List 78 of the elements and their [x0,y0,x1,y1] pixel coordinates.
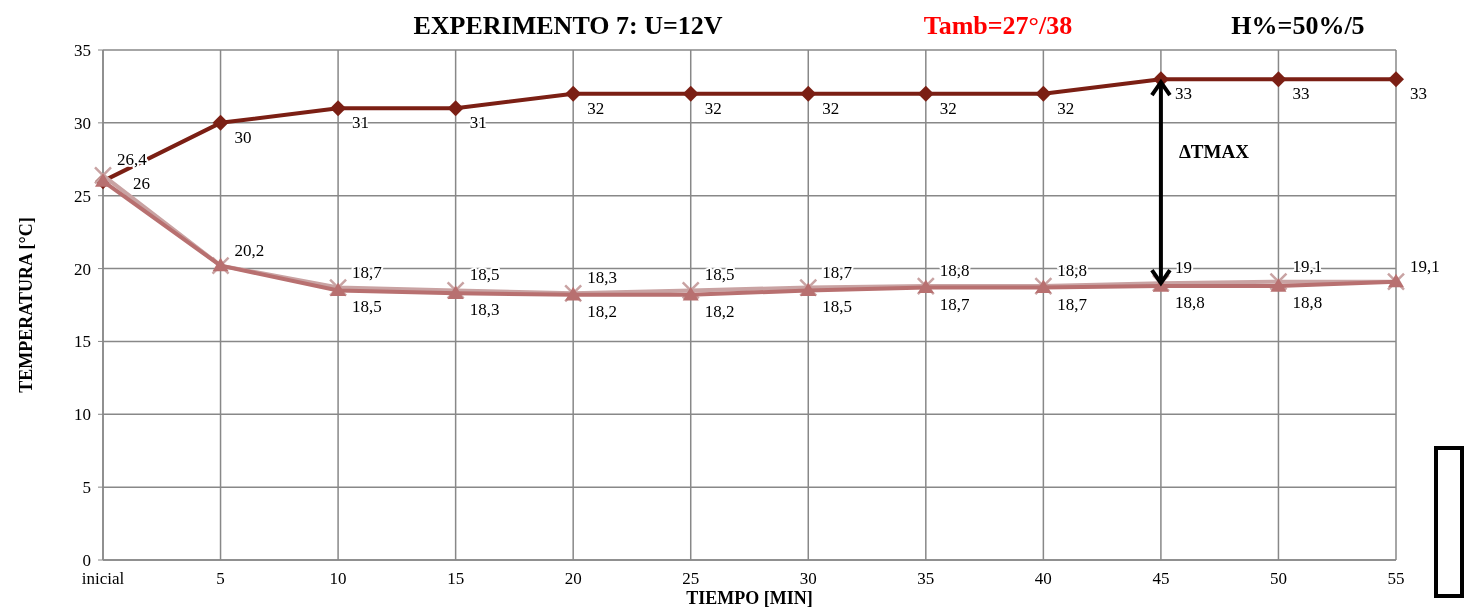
point [447,100,464,117]
data-label: 26,4 [117,150,148,170]
data-label: 18,7 [1057,294,1088,314]
x-tick-label: 45 [1152,569,1170,588]
point [1270,278,1287,292]
point [330,100,347,117]
data-label: 18,5 [704,265,735,285]
x-axis-title: TIEMPO [MIN] [686,588,813,608]
point [800,85,817,102]
point [330,282,347,297]
x-tick-label: 40 [1034,569,1052,588]
x-tick-label: 30 [799,569,817,588]
chart-subtitle: Tamb=27°/38 [923,11,1073,40]
text: H%=50%/5 [1231,11,1365,40]
annotation: ΔTMAX [1178,140,1250,162]
data-label: 32 [1057,98,1075,118]
data-label: 32 [939,98,957,118]
data-label: 18,5 [352,297,382,317]
y-tick-label: 20 [74,259,91,279]
point [1035,85,1052,102]
y-tick-label: 15 [74,332,91,352]
point [800,282,817,297]
point [93,166,113,185]
data-label: 19 [1174,258,1192,278]
data-label: 18,7 [822,262,853,282]
data-label: 32 [822,98,840,118]
y-tick-label: 5 [82,478,91,498]
data-label: 18,2 [704,301,735,321]
x-tick-label: 35 [917,569,935,588]
y-tick-label: 30 [74,113,91,133]
x-tick-label: inicial [81,569,125,588]
chart-title: EXPERIMENTO 7: U=12V [413,11,723,40]
point [682,85,699,102]
data-label: 18,8 [1174,293,1205,313]
data-label: 26 [133,174,150,194]
point [565,85,582,102]
x-tick-label: 15 [447,569,465,588]
data-label: 19,1 [1292,256,1323,276]
data-label: 33 [1410,84,1427,104]
point [682,286,699,301]
data-label: 18,8 [1057,261,1088,281]
data-label: 18,7 [352,262,383,282]
x-tick-label: 55 [1387,569,1405,588]
point [799,278,818,297]
data-label: 32 [587,98,605,118]
data-label: 20,2 [234,240,265,260]
x-tick-label: 10 [329,569,347,588]
x-tick-label: 50 [1269,569,1287,588]
data-label: 18,7 [939,294,971,314]
y-tick-label: 0 [82,551,91,570]
data-label: 32 [704,98,722,118]
point [1270,71,1287,88]
point [446,281,465,300]
data-label: 31 [352,113,370,133]
y-tick-label: 35 [74,41,91,60]
data-label: 18,8 [1292,293,1323,313]
x-tick-label: 20 [564,569,582,588]
y-tick-label: 25 [74,186,91,206]
data-label: 18,3 [587,268,617,288]
point [1388,71,1404,88]
point [447,285,464,299]
data-label: 18,3 [469,300,500,320]
point [328,278,348,297]
data-label: 18,8 [939,261,970,281]
data-label: 33 [1174,84,1192,104]
data-label: 33 [1292,84,1310,104]
data-label: 31 [469,113,487,133]
data-label: 18,5 [822,297,853,317]
data-label: 18,5 [469,265,500,285]
data-label: 30 [234,127,252,147]
data-label: 19,1 [1410,256,1440,276]
data-label: 18,2 [587,301,617,321]
y-tick-label: 10 [74,405,91,425]
point [917,85,934,102]
x-tick-label: 5 [216,569,225,588]
y-axis-title: TEMPERATURA [°C] [16,217,36,393]
x-tick-label: 25 [682,569,700,588]
point [212,114,229,131]
